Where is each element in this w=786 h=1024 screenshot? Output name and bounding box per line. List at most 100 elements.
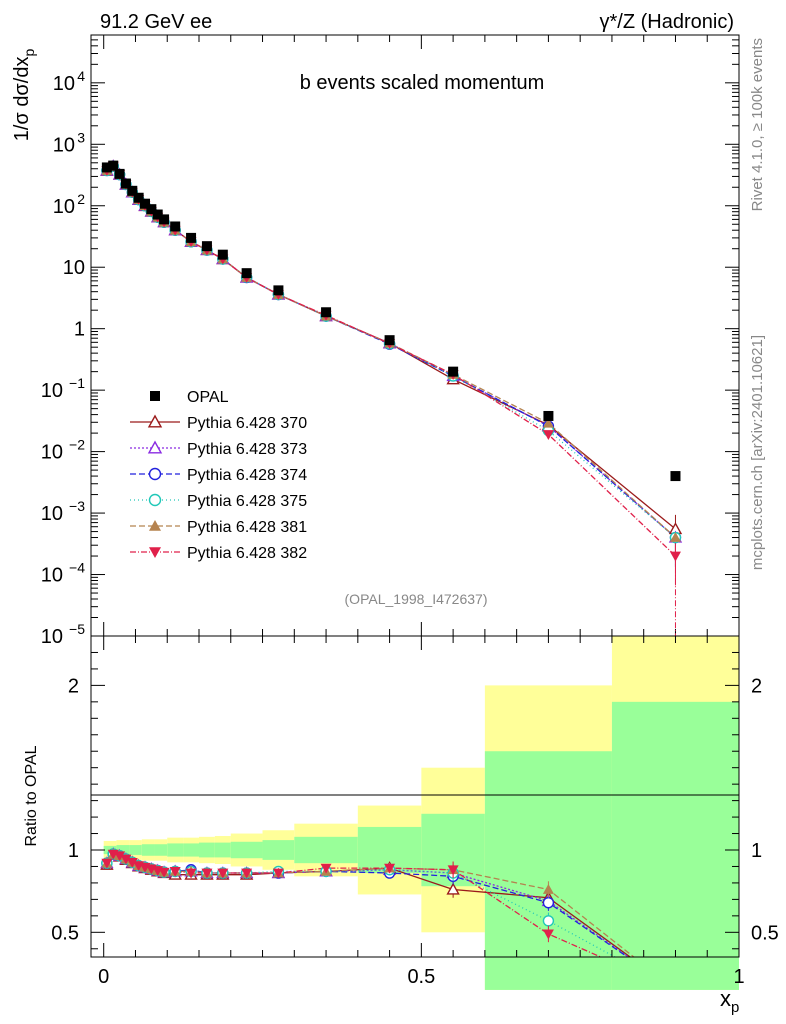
plot-title: b events scaled momentum (300, 72, 545, 94)
ratio-data-point (217, 868, 229, 879)
main-y-tick-label: 10 (63, 257, 85, 279)
ratio-data-point (158, 867, 170, 878)
opal-data-point (241, 268, 252, 279)
ratio-data-point (126, 857, 138, 868)
ratio-band-inner (262, 840, 295, 860)
legend-label: Pythia 6.428 382 (187, 545, 307, 562)
ratio-data-point (542, 896, 555, 909)
opal-data-point (670, 471, 681, 482)
legend-label: Pythia 6.428 375 (187, 493, 307, 510)
x-tick-label: 0 (98, 966, 109, 988)
main-y-tick-exponent: −1 (69, 375, 85, 391)
main-y-tick-label: 10 (41, 380, 63, 402)
legend-marker (149, 520, 161, 531)
ratio-band-inner (116, 845, 130, 855)
ratio-y-tick-label-right: 1 (751, 840, 762, 862)
opal-data-point (543, 410, 554, 421)
ratio-data-point (185, 868, 197, 879)
mc-data-point (542, 417, 554, 428)
main-y-tick-exponent: 4 (77, 68, 85, 84)
main-y-tick-label: 10 (41, 565, 63, 587)
opal-data-point (217, 249, 228, 260)
ratio-data-point (542, 915, 555, 927)
ratio-series-clip (100, 847, 635, 957)
x-tick-label: 1 (733, 966, 744, 988)
ratio-data-point (542, 884, 554, 894)
mc-data-point (669, 551, 681, 562)
ratio-frame (90, 635, 740, 958)
main-y-tick-label: 10 (41, 442, 63, 464)
opal-data-point (159, 214, 170, 225)
main-y-tick-label: 1 (74, 319, 85, 341)
ratio-y-tick-label: 1 (68, 840, 79, 862)
opal-data-point (201, 241, 212, 252)
legend-marker (148, 493, 162, 507)
analysis-tag: (OPAL_1998_I472637) (345, 591, 488, 607)
main-series-group (100, 159, 683, 636)
main-y-tick-exponent: 2 (77, 191, 85, 207)
opal-data-point (146, 204, 157, 215)
main-y-tick-exponent: −3 (69, 498, 85, 514)
ratio-data-point (241, 868, 253, 879)
ratio-data-point (101, 858, 113, 869)
legend-marker (147, 414, 163, 428)
rivet-version-label: Rivet 4.1.0, ≥ 100k events (749, 38, 766, 211)
ratio-band-inner (183, 843, 199, 857)
main-y-tick-label: 10 (41, 503, 63, 525)
main-y-tick-exponent: −4 (69, 560, 85, 576)
opal-data-point (152, 209, 163, 220)
legend-label: Pythia 6.428 381 (187, 519, 307, 536)
opal-data-point (114, 168, 125, 179)
ratio-band-inner (294, 836, 358, 864)
opal-data-point (133, 192, 144, 203)
opal-data-point (120, 178, 131, 189)
opal-data-point (140, 198, 150, 209)
main-y-tick-exponent: 3 (77, 129, 85, 145)
ratio-data-point (446, 882, 460, 895)
opal-data-point (321, 307, 332, 318)
header-energy-label: 91.2 GeV ee (100, 11, 212, 33)
ratio-band-inner (199, 842, 215, 858)
legend-marker (149, 547, 161, 558)
ratio-data-point (120, 854, 132, 865)
ratio-y-tick-label-right: 2 (751, 675, 762, 697)
ratio-series-group (100, 847, 635, 957)
ratio-band-inner (154, 844, 168, 856)
ratio-data-point (447, 865, 459, 876)
legend-marker (150, 391, 160, 401)
ratio-data-point (201, 868, 213, 879)
ratio-y-axis-label: Ratio to OPAL (23, 745, 40, 846)
legend-label: Pythia 6.428 373 (187, 441, 307, 458)
ratio-panel: 0.5 0.5 1 1 2 2 0 0.5 1 Ratio to OPAL xp (23, 635, 779, 1016)
main-y-tick-label: 10 (41, 626, 63, 648)
legend-label: Pythia 6.428 374 (187, 467, 307, 484)
main-y-tick-exponent: −5 (69, 621, 85, 637)
opal-data-point (108, 160, 119, 171)
ratio-band-inner (167, 843, 184, 857)
main-y-tick-label: 10 (53, 134, 75, 156)
ratio-data-point (542, 929, 554, 940)
ratio-data-point (169, 867, 181, 877)
mcplots-credit-label: mcplots.cern.ch [arXiv:2401.10621] (749, 335, 766, 570)
opal-data-point (170, 221, 181, 232)
ratio-band-inner (141, 844, 155, 856)
opal-data-point (127, 185, 138, 196)
main-y-axis-label: 1/σ dσ/dxp (11, 49, 37, 142)
x-tick-label: 0.5 (407, 966, 435, 988)
ratio-uncertainty-bands (103, 636, 739, 990)
main-y-tick-label: 10 (53, 73, 75, 95)
mc-data-point (669, 532, 681, 542)
main-series-line (106, 165, 676, 538)
main-y-tick-exponent: −2 (69, 437, 85, 453)
main-y-tick-label: 10 (53, 196, 75, 218)
legend-label: OPAL (187, 389, 229, 406)
ratio-data-point (320, 863, 332, 874)
ratio-data-point (272, 868, 284, 879)
x-axis-label: xp (720, 986, 739, 1016)
opal-data-point (448, 366, 459, 377)
mc-data-point (542, 430, 554, 440)
ratio-y-tick-label: 2 (68, 675, 79, 697)
opal-data-point (384, 335, 395, 346)
